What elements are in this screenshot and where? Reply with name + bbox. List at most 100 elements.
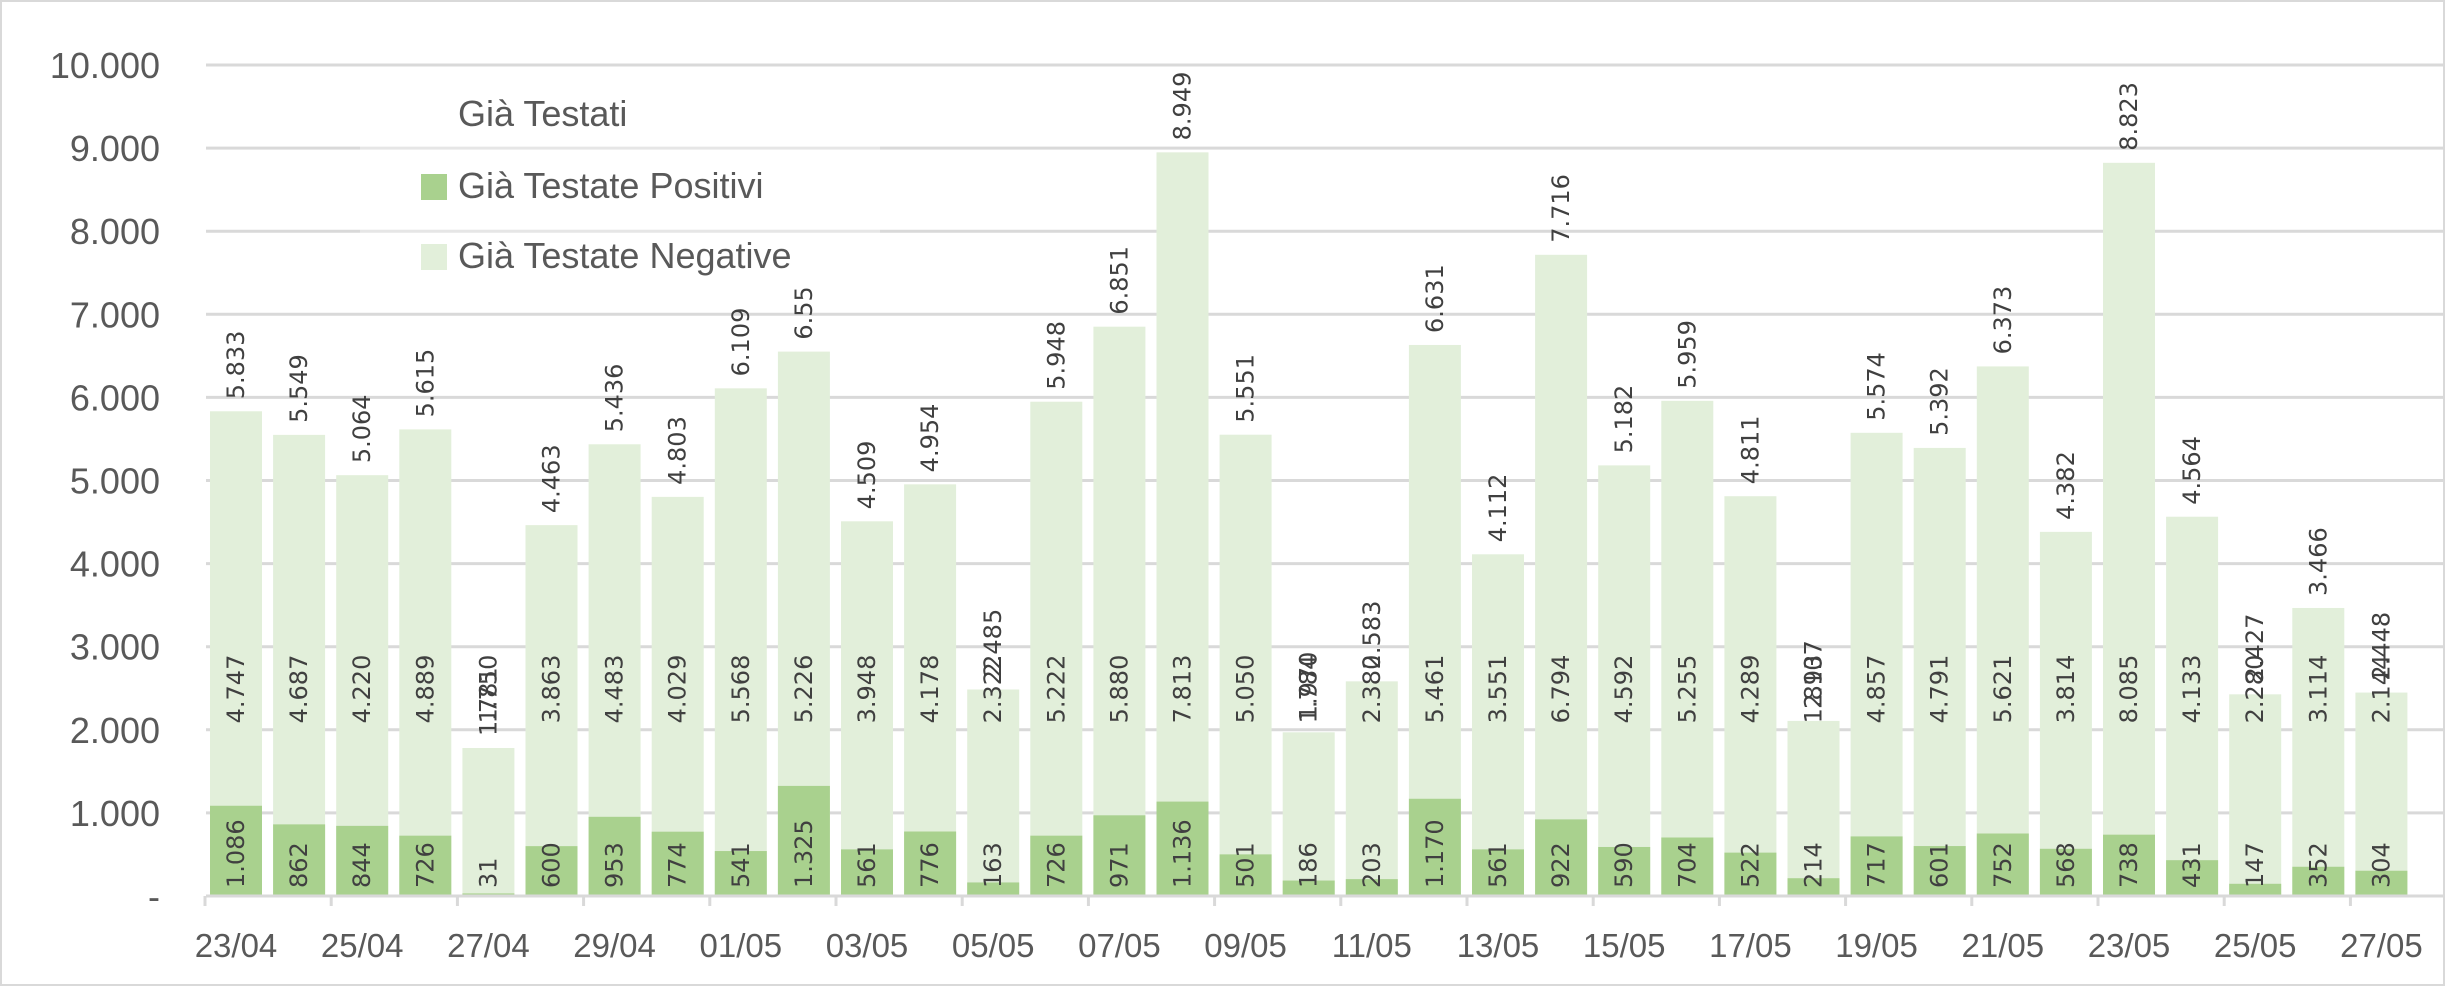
data-label-positivi: 203: [1358, 842, 1386, 888]
data-label-total: 4.811: [1736, 415, 1764, 484]
x-tick-label: 27/05: [2340, 927, 2423, 964]
bar-positivi: [273, 824, 326, 896]
bar-positivi: [1976, 833, 2029, 896]
data-label-positivi: 844: [348, 842, 376, 888]
data-label-positivi: 163: [979, 842, 1007, 888]
x-tick-label: 25/04: [321, 927, 404, 964]
bar-positivi: [2039, 848, 2092, 896]
data-label-negative: 5.226: [790, 655, 818, 724]
data-label-negative: 3.814: [2052, 655, 2080, 724]
data-label-positivi: 304: [2367, 842, 2395, 888]
bar-negative: [525, 525, 578, 896]
data-label-positivi: 726: [1042, 842, 1070, 888]
bar-negative: [2355, 692, 2408, 896]
bar-positivi: [1913, 846, 1966, 896]
bar-positivi: [2103, 834, 2155, 896]
data-label-total: 5.551: [1232, 354, 1260, 423]
data-label-positivi: 774: [664, 842, 692, 888]
data-label-positivi: 561: [1484, 842, 1512, 888]
bar-positivi: [714, 851, 767, 896]
data-label-negative: 4.178: [916, 655, 944, 724]
bar-negative: [273, 434, 326, 896]
legend: Già Testati Già Testate Positivi Già Tes…: [360, 93, 880, 289]
data-label-total: 4.382: [2052, 451, 2080, 520]
data-label-total: 4.509: [853, 441, 881, 510]
x-tick-label: 03/05: [826, 927, 909, 964]
data-label-negative: 1.784: [1295, 655, 1323, 724]
y-tick-label: 5.000: [70, 461, 160, 502]
x-tick-label: 17/05: [1709, 927, 1792, 964]
data-label-total: 6.109: [727, 308, 755, 377]
bar-negative: [1219, 434, 1272, 896]
bar-negative: [1850, 432, 1903, 896]
data-label-total: 5.182: [1610, 385, 1638, 454]
data-label-negative: 2.322: [979, 655, 1007, 724]
bar-positivi: [1535, 819, 1588, 896]
x-tick-label: 05/05: [952, 927, 1035, 964]
bar-positivi: [841, 849, 893, 896]
x-tick-label: 09/05: [1204, 927, 1287, 964]
data-label-positivi: 971: [1105, 842, 1133, 888]
data-label-negative: 4.791: [1926, 655, 1954, 724]
x-tick-label: 23/04: [195, 927, 278, 964]
data-label-total: 2.107: [1800, 640, 1828, 709]
data-label-positivi: 862: [285, 842, 313, 888]
data-label-positivi: 561: [853, 842, 881, 888]
data-label-positivi: 922: [1547, 842, 1575, 888]
legend-title: Già Testati: [458, 93, 627, 134]
data-label-positivi: 431: [2178, 842, 2206, 888]
bar-negative: [2292, 607, 2345, 896]
data-label-positivi: 738: [2115, 842, 2143, 888]
x-tick-label: 11/05: [1332, 927, 1412, 964]
bar-negative: [1030, 401, 1083, 896]
data-label-negative: 4.857: [1863, 655, 1891, 724]
data-label-positivi: 1.136: [1169, 819, 1197, 888]
bar-negative: [714, 388, 767, 896]
data-label-negative: 4.889: [411, 655, 439, 724]
legend-swatch-negative: [421, 244, 447, 270]
bar-negative: [1156, 152, 1209, 896]
legend-label-positivi: Già Testate Positivi: [458, 165, 763, 206]
y-tick-label: 7.000: [70, 294, 160, 335]
bar-negative: [1472, 554, 1524, 896]
bar-positivi: [2292, 866, 2345, 896]
data-label-total: 5.959: [1673, 320, 1701, 389]
data-label-positivi: 601: [1926, 842, 1954, 888]
x-tick-label: 07/05: [1078, 927, 1161, 964]
bar-negative: [2229, 694, 2282, 896]
data-label-positivi: 717: [1863, 842, 1891, 888]
data-label-total: 4.463: [538, 444, 566, 513]
x-tick-label: 21/05: [1962, 927, 2045, 964]
data-label-positivi: 501: [1232, 842, 1260, 888]
bar-negative: [1913, 447, 1966, 896]
data-label-total: 1.970: [1295, 652, 1323, 721]
data-label-total: 5.064: [348, 394, 376, 463]
data-label-positivi: 1.325: [790, 819, 818, 888]
data-label-positivi: 352: [2304, 842, 2332, 888]
bar-positivi: [2229, 883, 2282, 896]
data-label-total: 4.803: [664, 416, 692, 485]
data-label-positivi: 541: [727, 842, 755, 888]
legend-label-negative: Già Testate Negative: [458, 235, 792, 276]
bar-negative: [2039, 531, 2092, 896]
y-tick-label: 6.000: [70, 377, 160, 418]
bar-negative: [462, 747, 515, 896]
x-tick-label: 01/05: [700, 927, 783, 964]
bar-negative: [1661, 400, 1714, 896]
data-label-total: 5.574: [1863, 352, 1891, 421]
bars: [210, 152, 2408, 897]
y-axis-ticks: - 1.000 2.000 3.000 4.000 5.000 6.000 7.000 8.00…: [50, 45, 160, 917]
bar-positivi: [1598, 846, 1651, 896]
data-label-positivi: 147: [2241, 842, 2269, 888]
data-label-total: 5.833: [222, 331, 250, 400]
data-label-negative: 8.085: [2115, 655, 2143, 724]
data-label-negative: 1.750: [474, 655, 502, 724]
bar-positivi: [525, 846, 578, 896]
data-label-total: 6.851: [1105, 246, 1133, 315]
data-label-negative: 4.220: [348, 655, 376, 724]
data-label-total: 5.948: [1042, 321, 1070, 390]
data-label-total: 1.781: [474, 667, 502, 736]
bar-positivi: [2355, 870, 2408, 896]
bar-positivi: [336, 825, 389, 896]
